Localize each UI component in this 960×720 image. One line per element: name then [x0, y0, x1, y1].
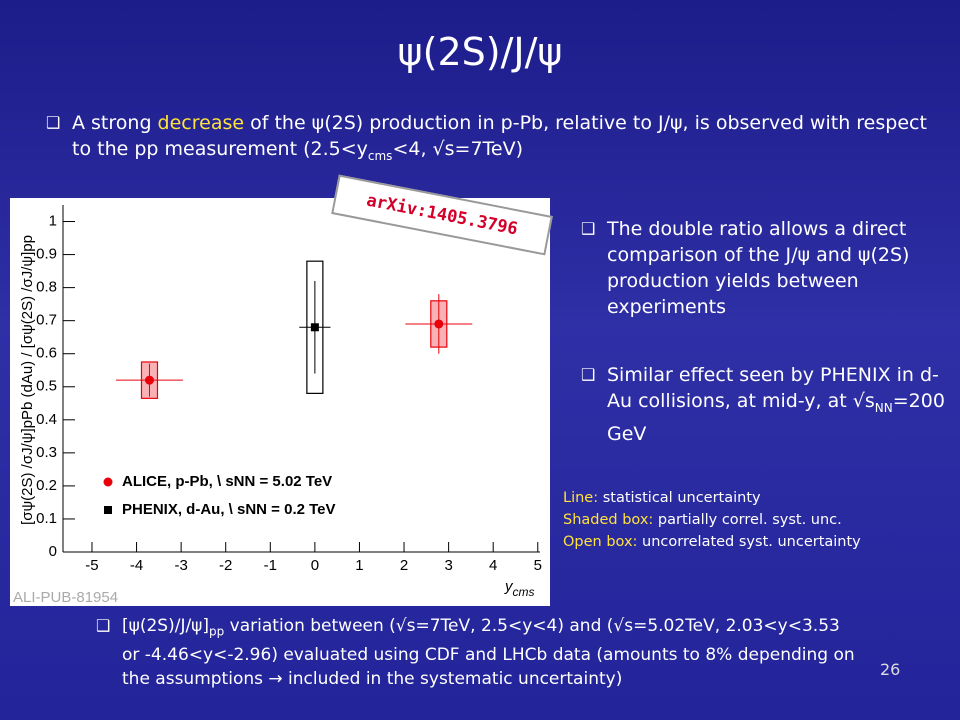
x-tick-label: -1 — [264, 557, 277, 574]
text: =200 GeV — [607, 390, 945, 445]
text: The double ratio allows a direct compari… — [607, 218, 910, 318]
legend-marker — [103, 477, 113, 487]
text: [ψ(2S)/J/ψ] — [122, 616, 210, 636]
bullet-right: Similar effect seen by PHENIX in d-Au co… — [581, 362, 952, 447]
y-tick-label: 0.4 — [36, 411, 57, 428]
bullet-top: A strong decrease of the ψ(2S) productio… — [46, 110, 942, 169]
note-label: Shaded box: — [563, 512, 654, 528]
x-tick-label: 0 — [311, 557, 319, 574]
y-axis-label: [σψ(2S) /σJ/ψ]pPb (dAu) / [σψ(2S) /σJ/ψ]… — [19, 235, 36, 525]
x-tick-label: 5 — [534, 557, 542, 574]
x-tick-label: -4 — [130, 557, 143, 574]
notes: Line: statistical uncertainty Shaded box… — [563, 487, 861, 553]
y-tick-label: 0.2 — [36, 477, 57, 494]
x-tick-label: 4 — [489, 557, 497, 574]
marker — [144, 375, 154, 385]
subscript: NN — [874, 400, 893, 415]
note: Line: statistical uncertainty — [563, 487, 861, 509]
text: A strong — [72, 112, 158, 134]
note: Open box: uncorrelated syst. uncertainty — [563, 531, 861, 553]
note-text: partially correl. syst. unc. — [653, 512, 842, 528]
y-tick-label: 0.5 — [36, 378, 57, 395]
subscript: cms — [367, 148, 393, 163]
y-tick-label: 0.1 — [36, 510, 57, 527]
y-tick-label: 1 — [49, 212, 57, 229]
y-tick-label: 0.8 — [36, 279, 57, 296]
text: <4, √s=7TeV) — [392, 138, 524, 160]
legend-label: PHENIX, d-Au, \ sNN = 0.2 TeV — [122, 501, 336, 518]
legend-label: ALICE, p-Pb, \ sNN = 5.02 TeV — [122, 473, 332, 490]
y-tick-label: 0.7 — [36, 312, 57, 329]
note: Shaded box: partially correl. syst. unc. — [563, 509, 861, 531]
y-tick-label: 0.9 — [36, 246, 57, 263]
note-label: Line: — [563, 490, 599, 506]
x-tick-label: 3 — [444, 557, 452, 574]
x-tick-label: 2 — [400, 557, 408, 574]
marker — [310, 323, 319, 332]
bullet-right: The double ratio allows a direct compari… — [581, 216, 947, 320]
x-tick-label: -3 — [174, 557, 187, 574]
note-text: uncorrelated syst. uncertainty — [637, 534, 861, 550]
y-tick-label: 0.6 — [36, 345, 57, 362]
y-tick-label: 0.3 — [36, 444, 57, 461]
annotation: ALI-PUB-81954 — [13, 589, 118, 606]
legend-marker — [104, 506, 112, 514]
x-tick-label: -2 — [219, 557, 232, 574]
x-axis-label: ycms — [504, 578, 535, 599]
x-axis-label-main: y — [504, 578, 514, 595]
bullet-bottom: [ψ(2S)/J/ψ]pp variation between (√s=7TeV… — [96, 614, 862, 691]
y-tick-label: 0 — [49, 543, 57, 560]
marker — [434, 319, 444, 329]
text: of the ψ(2S) production in p-Pb, relativ… — [72, 112, 927, 160]
slide-title: ψ(2S)/J/ψ — [397, 30, 563, 74]
text: Similar effect seen by PHENIX in d-Au co… — [607, 364, 939, 412]
chart-panel — [10, 198, 550, 606]
x-axis-label-sub: cms — [513, 585, 535, 599]
note-text: statistical uncertainty — [598, 490, 761, 506]
highlight: decrease — [157, 112, 245, 134]
x-tick-label: -5 — [85, 557, 98, 574]
note-label: Open box: — [563, 534, 638, 550]
page-number: 26 — [880, 660, 901, 679]
x-tick-label: 1 — [355, 557, 363, 574]
subscript: pp — [209, 624, 225, 639]
text: variation between (√s=7TeV, 2.5<y<4) and… — [122, 616, 855, 690]
